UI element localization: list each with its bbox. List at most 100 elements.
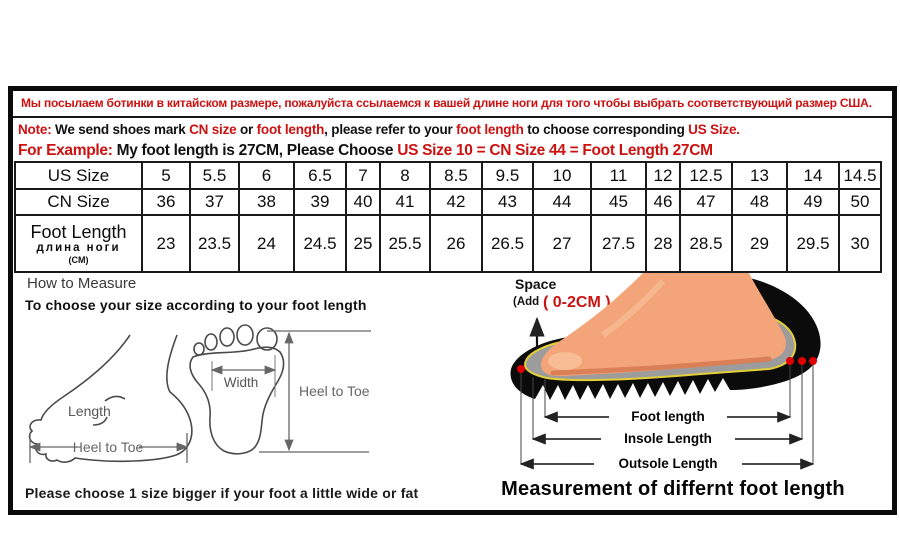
size-cell: 6 — [238, 161, 295, 190]
size-cell: 5.5 — [189, 161, 240, 190]
note-text: , please refer to your — [324, 122, 457, 137]
leg-highlight — [601, 278, 666, 338]
size-cell: 7 — [345, 161, 381, 190]
size-cell: 46 — [645, 188, 681, 216]
example-highlight: US Size 10 = CN Size 44 = Foot Length 27… — [397, 142, 713, 159]
foot-length-label-ru: длина ноги — [36, 242, 121, 254]
size-cell: 50 — [838, 188, 882, 216]
insole-length-arrow-label: Insole Length — [624, 431, 712, 446]
outsole-length-arrow-label: Outsole Length — [619, 456, 718, 471]
size-cell: 25 — [345, 214, 381, 273]
choose-size-subtitle: To choose your size according to your fo… — [25, 297, 367, 313]
size-cell: 10 — [532, 161, 592, 190]
size-cell: 49 — [786, 188, 840, 216]
size-cell: 24 — [238, 214, 295, 273]
measure-dots — [517, 357, 817, 373]
size-cell: 37 — [189, 188, 240, 216]
toe-highlight — [548, 352, 582, 370]
size-cell: 38 — [238, 188, 295, 216]
size-cell: 9.5 — [481, 161, 534, 190]
size-cell: 23.5 — [189, 214, 240, 273]
size-cell: 29.5 — [786, 214, 840, 273]
size-cell: 5 — [141, 161, 191, 190]
note-line: Note: We send shoes mark CN size or foot… — [18, 118, 890, 141]
size-cell: 43 — [481, 188, 534, 216]
size-cell: 27.5 — [590, 214, 647, 273]
foot-length-label: Foot Length — [30, 222, 127, 242]
size-cell: 27 — [532, 214, 592, 273]
row-label: Foot Length длина ноги (CM) — [14, 214, 143, 273]
space-range-label: ( 0-2CM ) — [543, 294, 611, 311]
add-label: (Add — [513, 296, 539, 308]
diagram-caption: Measurement of differnt foot length — [501, 478, 845, 500]
size-cell: 26.5 — [481, 214, 534, 273]
sole-heel-to-toe-arrow — [259, 330, 371, 453]
size-cell: 12 — [645, 161, 681, 190]
cn-size-row: CN Size 36 37 38 39 40 41 42 43 44 45 46… — [14, 188, 882, 216]
note-text: or — [236, 122, 257, 137]
size-cell: 24.5 — [293, 214, 347, 273]
arrow-labels: Foot length Insole Length Outsole Length — [594, 409, 742, 471]
note-highlight: foot length — [256, 122, 325, 137]
size-cell: 44 — [532, 188, 592, 216]
example-text: My foot length is 27CM, Please Choose — [112, 142, 398, 159]
size-cell: 29 — [731, 214, 788, 273]
foot-length-unit: (CM) — [68, 255, 89, 265]
how-to-measure-title: How to Measure — [27, 275, 137, 292]
russian-notice: Мы посылаем ботинки в китайском размере,… — [13, 91, 892, 118]
foot — [541, 273, 786, 377]
side-heel-to-toe-arrow — [28, 433, 189, 463]
foot-sole-view-drawing — [189, 324, 285, 455]
guide-lines — [520, 365, 814, 464]
size-cell: 14 — [786, 161, 840, 190]
size-cell: 11 — [590, 161, 647, 190]
size-cell: 8 — [379, 161, 431, 190]
row-label: US Size — [14, 161, 143, 190]
foot-length-arrow-label: Foot length — [631, 409, 704, 424]
size-cell: 23 — [141, 214, 191, 273]
size-cell: 36 — [141, 188, 191, 216]
row-label: CN Size — [14, 188, 143, 216]
size-cell: 6.5 — [293, 161, 347, 190]
measure-diagram: Length Heel to Toe Widt — [28, 324, 371, 463]
size-cell: 28 — [645, 214, 681, 273]
size-table: US Size 5 5.5 6 6.5 7 8 8.5 9.5 10 11 12… — [14, 161, 882, 273]
size-cell: 42 — [429, 188, 483, 216]
size-cell: 45 — [590, 188, 647, 216]
note-highlight: US Size. — [688, 122, 740, 137]
sole-heel-to-toe-label: Heel to Toe — [299, 383, 370, 399]
foot-in-shoe-illustration — [510, 273, 821, 400]
size-cell: 40 — [345, 188, 381, 216]
size-cell: 13 — [731, 161, 788, 190]
wide-foot-note: Please choose 1 size bigger if your foot… — [25, 485, 419, 501]
size-cell: 26 — [429, 214, 483, 273]
side-heel-to-toe-label: Heel to Toe — [73, 439, 144, 455]
note-text: to choose corresponding — [523, 122, 689, 137]
size-cell: 39 — [293, 188, 347, 216]
space-label: Space — [515, 276, 556, 292]
note-highlight: CN size — [189, 122, 237, 137]
width-label: Width — [224, 375, 259, 390]
size-cell: 28.5 — [679, 214, 733, 273]
example-label: For Example: — [18, 142, 113, 159]
note-highlight: foot length — [456, 122, 524, 137]
foot-side-view-drawing — [28, 334, 193, 463]
size-cell: 12.5 — [679, 161, 733, 190]
size-cell: 8.5 — [429, 161, 483, 190]
note-text: We send shoes mark — [51, 122, 190, 137]
chart-border-box: Мы посылаем ботинки в китайском размере,… — [8, 86, 897, 515]
size-cell: 30 — [838, 214, 882, 273]
us-size-row: US Size 5 5.5 6 6.5 7 8 8.5 9.5 10 11 12… — [14, 161, 882, 190]
length-label: Length — [68, 403, 111, 419]
size-cell: 14.5 — [838, 161, 882, 190]
foot-shading — [550, 356, 772, 376]
shoe-measurement-diagram: Space (Add ( 0-2CM ) — [510, 273, 821, 471]
note-label: Note: — [18, 122, 52, 137]
size-cell: 48 — [731, 188, 788, 216]
size-cell: 41 — [379, 188, 431, 216]
foot-length-row: Foot Length длина ноги (CM) 23 23.5 24 2… — [14, 214, 882, 273]
size-cell: 25.5 — [379, 214, 431, 273]
example-line: For Example: My foot length is 27CM, Ple… — [18, 141, 890, 161]
size-cell: 47 — [679, 188, 733, 216]
